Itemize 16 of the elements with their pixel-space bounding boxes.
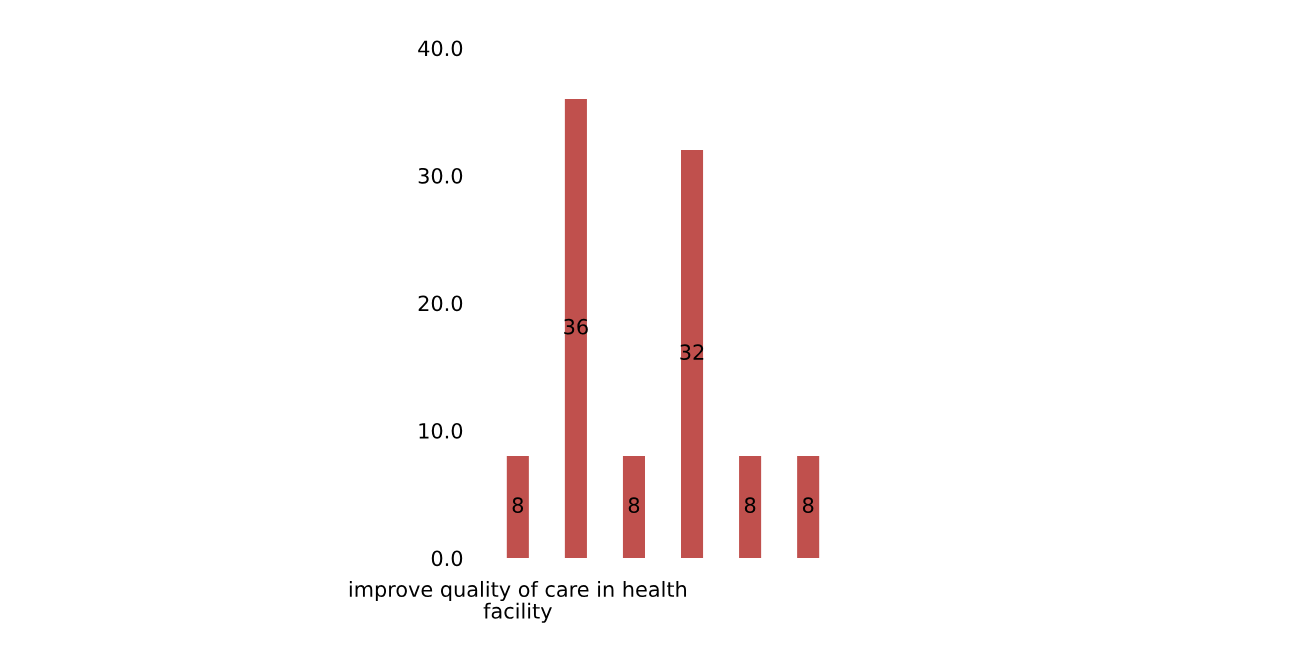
x-tick-label: improve quality of care in health facility [349, 580, 686, 623]
bar [739, 456, 762, 558]
y-tick-label: 30.0 [418, 167, 463, 184]
y-tick-label: 10.0 [419, 422, 463, 439]
data-label: 8 [802, 497, 814, 514]
data-label: 8 [628, 497, 640, 514]
bar [681, 150, 704, 558]
data-label: 8 [744, 497, 756, 514]
y-tick-label: 40.0 [418, 40, 463, 57]
y-tick-label: 0.0 [431, 550, 463, 567]
bar [506, 456, 529, 558]
bar [564, 99, 587, 558]
data-label: 8 [512, 497, 524, 514]
y-tick-label: 20.0 [418, 295, 463, 312]
bar [797, 456, 820, 558]
bar [622, 456, 645, 558]
